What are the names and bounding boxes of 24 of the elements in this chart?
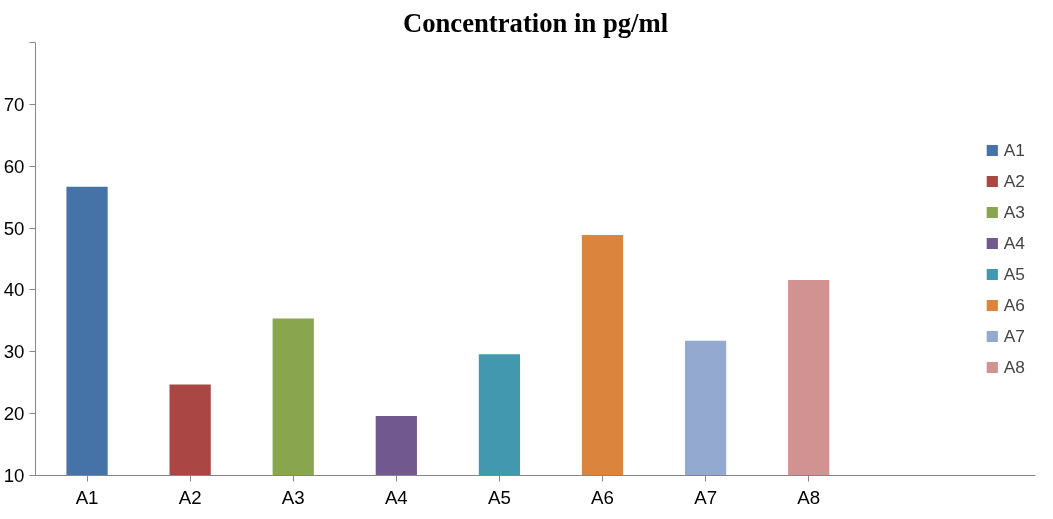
legend-label: A6 <box>1003 294 1025 316</box>
y-tick-label: 30 <box>3 341 25 363</box>
x-tick-label: A4 <box>384 486 408 508</box>
x-tick-label: A5 <box>488 486 511 508</box>
y-tick-label: 50 <box>3 217 25 239</box>
legend-label: A2 <box>1003 170 1025 192</box>
legend-label: A4 <box>1003 232 1025 254</box>
legend-label: A3 <box>1003 201 1025 223</box>
y-tick-label: 40 <box>3 279 25 301</box>
x-tick-label: A1 <box>75 486 99 508</box>
chart-title: Concentration in pg/ml <box>402 7 669 38</box>
x-tick-label: A8 <box>797 486 821 508</box>
legend-label: A1 <box>1003 139 1025 161</box>
y-tick-label: 10 <box>3 465 25 486</box>
legend-label: A5 <box>1003 263 1025 285</box>
x-tick-label: A6 <box>591 486 614 508</box>
legend-label: A8 <box>1003 356 1025 378</box>
y-tick-label: 70 <box>3 93 25 115</box>
y-tick-label: 20 <box>3 403 25 425</box>
x-tick-label: A2 <box>178 486 202 508</box>
legend-label: A7 <box>1003 325 1025 347</box>
x-tick-label: A3 <box>281 486 305 508</box>
x-tick-label: A7 <box>694 486 718 508</box>
y-tick-label: 60 <box>3 155 25 177</box>
